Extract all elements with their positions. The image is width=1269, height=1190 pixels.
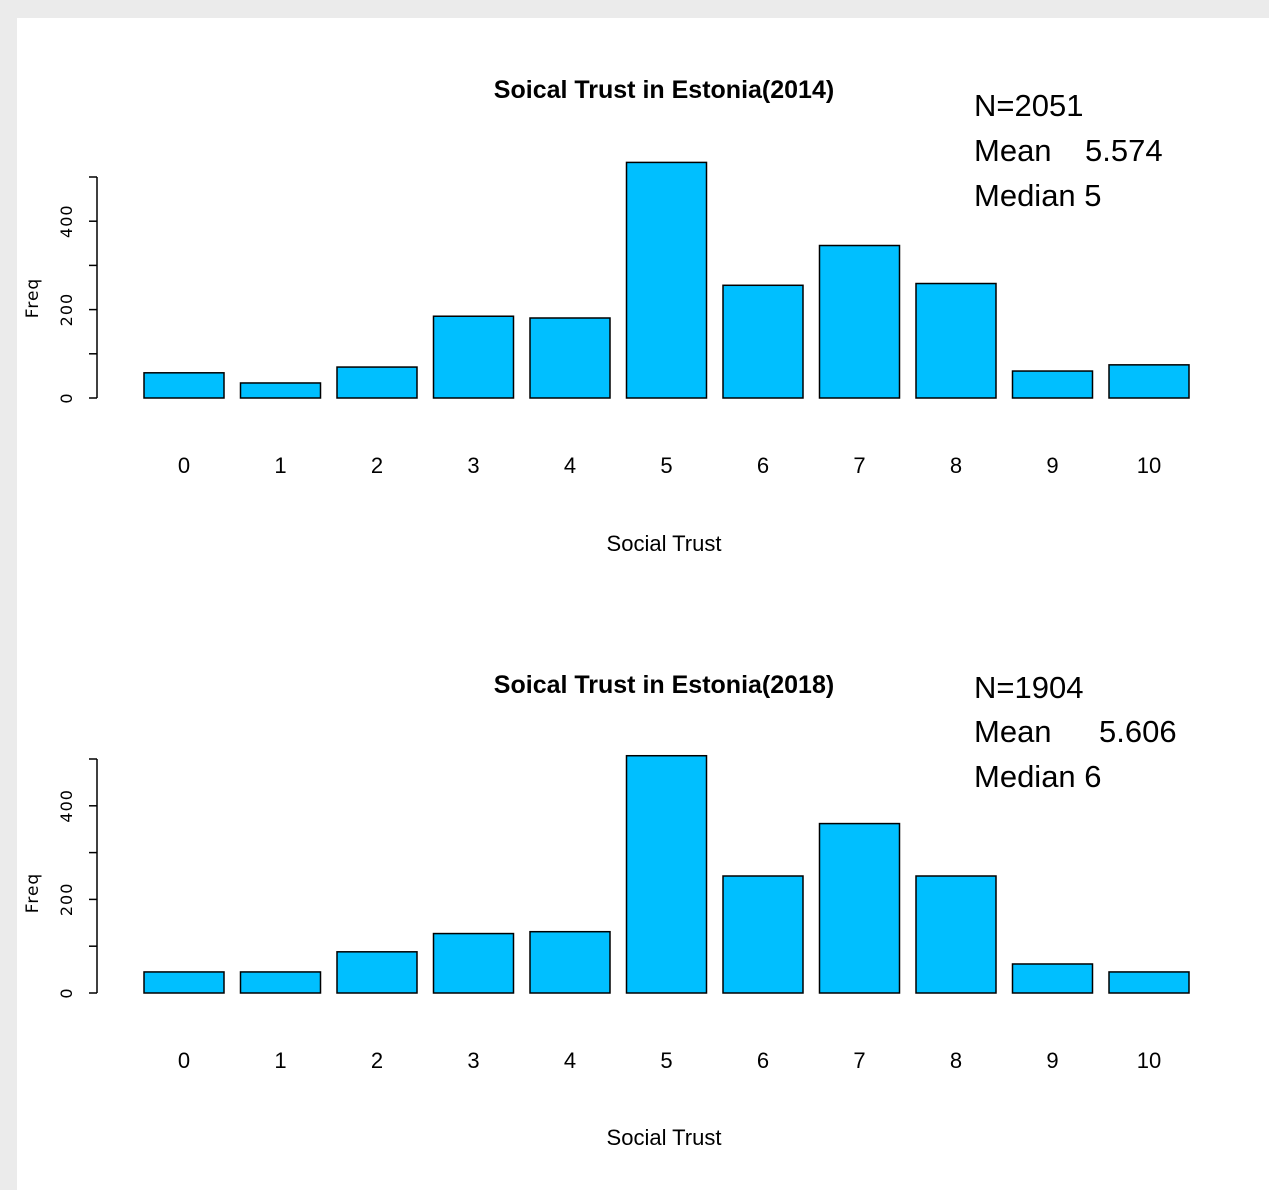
x-tick-label: 0 xyxy=(178,1048,190,1073)
bar-2 xyxy=(337,367,417,398)
chart-title: Soical Trust in Estonia(2018) xyxy=(494,671,834,699)
x-tick-label: 7 xyxy=(853,453,865,478)
bar-9 xyxy=(1013,371,1093,398)
x-tick-label: 2 xyxy=(371,453,383,478)
x-tick-label: 3 xyxy=(467,1048,479,1073)
x-tick-label: 4 xyxy=(564,1048,576,1073)
x-tick-label: 4 xyxy=(564,453,576,478)
x-tick-label: 0 xyxy=(178,453,190,478)
bar-1 xyxy=(241,972,321,993)
x-tick-label: 7 xyxy=(853,1048,865,1073)
bar-7 xyxy=(820,824,900,993)
bar-5 xyxy=(627,162,707,398)
bar-3 xyxy=(434,316,514,398)
chart-title: Soical Trust in Estonia(2014) xyxy=(494,76,834,104)
bar-0 xyxy=(144,972,224,993)
bar-0 xyxy=(144,373,224,398)
bar-9 xyxy=(1013,964,1093,993)
y-tick-label: 200 xyxy=(57,883,76,917)
stats-n: N=1904 xyxy=(974,670,1083,705)
bar-6 xyxy=(723,285,803,398)
x-tick-label: 3 xyxy=(467,453,479,478)
x-tick-label: 9 xyxy=(1046,453,1058,478)
y-axis: 0 200 400 xyxy=(57,759,97,999)
bar-10 xyxy=(1109,365,1189,398)
x-tick-label: 1 xyxy=(274,1048,286,1073)
figure-canvas: Soical Trust in Estonia(2014) Social Tru… xyxy=(17,18,1269,1190)
stats-median: Median 5 xyxy=(974,178,1102,213)
x-tick-labels: 0 1 2 3 4 5 6 7 8 9 10 xyxy=(178,1048,1161,1073)
stats-n: N=2051 xyxy=(974,88,1083,123)
bar-4 xyxy=(530,932,610,993)
bar-4 xyxy=(530,318,610,398)
y-tick-label: 0 xyxy=(57,987,76,998)
x-tick-label: 5 xyxy=(660,1048,672,1073)
x-tick-label: 6 xyxy=(757,453,769,478)
bar-6 xyxy=(723,876,803,993)
stats-mean-label: Mean xyxy=(974,133,1052,168)
y-tick-label: 400 xyxy=(57,204,76,238)
stats-mean-label: Mean xyxy=(974,714,1052,749)
bar-3 xyxy=(434,934,514,993)
y-tick-label: 400 xyxy=(57,789,76,823)
x-tick-label: 1 xyxy=(274,453,286,478)
x-axis-title: Social Trust xyxy=(607,531,722,556)
y-axis-title: Freq xyxy=(23,873,43,913)
stats-mean-value: 5.574 xyxy=(1085,133,1163,168)
y-tick-label: 200 xyxy=(57,293,76,327)
bar-5 xyxy=(627,756,707,993)
bar-8 xyxy=(916,284,996,398)
y-axis-title: Freq xyxy=(23,278,43,318)
x-tick-label: 10 xyxy=(1137,1048,1161,1073)
x-tick-label: 9 xyxy=(1046,1048,1058,1073)
x-tick-label: 2 xyxy=(371,1048,383,1073)
x-tick-labels: 0 1 2 3 4 5 6 7 8 9 10 xyxy=(178,453,1161,478)
bar-8 xyxy=(916,876,996,993)
x-tick-label: 8 xyxy=(950,1048,962,1073)
bar-2 xyxy=(337,952,417,993)
stats-mean-value: 5.606 xyxy=(1099,714,1177,749)
figure-svg: Soical Trust in Estonia(2014) Social Tru… xyxy=(17,18,1269,1190)
x-axis-title: Social Trust xyxy=(607,1125,722,1150)
stats-median: Median 6 xyxy=(974,759,1102,794)
bar-1 xyxy=(241,383,321,398)
chart-2014: Soical Trust in Estonia(2014) Social Tru… xyxy=(23,76,1189,556)
y-tick-label: 0 xyxy=(57,392,76,403)
x-tick-label: 5 xyxy=(660,453,672,478)
y-axis: 0 200 400 xyxy=(57,177,97,404)
bar-10 xyxy=(1109,972,1189,993)
x-tick-label: 10 xyxy=(1137,453,1161,478)
x-tick-label: 8 xyxy=(950,453,962,478)
bar-7 xyxy=(820,246,900,398)
x-tick-label: 6 xyxy=(757,1048,769,1073)
chart-2018: Soical Trust in Estonia(2018) Social Tru… xyxy=(23,670,1189,1150)
